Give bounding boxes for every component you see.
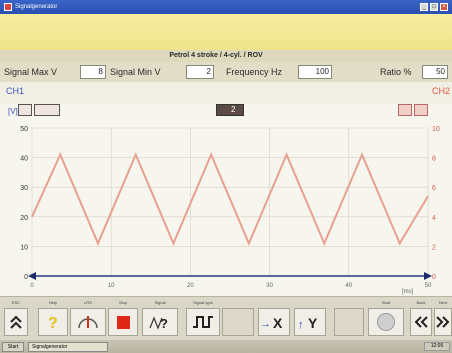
left-marker-icon[interactable] — [28, 272, 36, 280]
system-tray-clock: 12:05 — [424, 342, 450, 351]
x-tick-label: 50 — [425, 283, 432, 289]
signal-button[interactable]: Signal ? — [142, 300, 178, 336]
ch1-label: CH1 — [6, 86, 25, 96]
trigger-label: 2 — [231, 105, 236, 114]
ratio-label: Ratio % — [380, 67, 412, 77]
y-right-tick-label: 2 — [432, 244, 436, 251]
x-cursor-button[interactable]: → X — [258, 308, 290, 336]
signal-min-label: Signal Min V — [110, 67, 161, 77]
question-mark-icon: ? — [48, 315, 58, 331]
y-left-tick-label: 10 — [20, 244, 28, 251]
y-left-tick-label: 40 — [20, 156, 28, 163]
y-right-tick-label: 8 — [432, 156, 436, 163]
signal-caption: Signal — [154, 300, 166, 305]
arrow-x-icon: → X — [260, 315, 283, 331]
signal-max-input[interactable]: 8 — [80, 65, 106, 79]
empty-button-2[interactable] — [334, 308, 364, 336]
svg-text:Y: Y — [308, 315, 318, 331]
start-button[interactable]: Start — [368, 300, 404, 336]
double-left-chevron-icon — [414, 316, 428, 328]
x-unit: [ms] — [402, 289, 414, 295]
empty-button-1[interactable] — [222, 308, 254, 336]
y-left-tick-label: 20 — [20, 215, 28, 222]
channel-header: CH1 CH2 — [0, 82, 452, 104]
y-cursor-button[interactable]: ↑ Y — [294, 308, 326, 336]
y-right-tick-label: 6 — [432, 185, 436, 192]
signal-type-caption: Signal type — [193, 300, 213, 305]
ratio-input[interactable]: 50 — [422, 65, 448, 79]
esc-button[interactable]: ESC — [4, 300, 28, 336]
ch2-scale-button[interactable] — [398, 104, 412, 116]
svg-text:?: ? — [160, 316, 168, 331]
square-wave-icon — [193, 316, 213, 328]
esc-caption: ESC — [11, 300, 21, 305]
signal-help-icon: ? — [149, 316, 168, 331]
svg-text:X: X — [273, 315, 283, 331]
signal-type-button[interactable]: Signal type — [186, 300, 220, 336]
x-tick-label: 20 — [187, 283, 194, 289]
y-right-tick-label: 10 — [432, 126, 440, 133]
y-right-tick-label: 4 — [432, 215, 436, 222]
svg-text:→: → — [260, 318, 271, 330]
frequency-label: Frequency Hz — [226, 67, 283, 77]
os-taskbar: Start Signalgenerator 12:05 — [0, 340, 452, 353]
gauge-icon — [78, 316, 98, 329]
title-bar: Signalgenerator _ □ × — [0, 0, 452, 14]
signal-min-input[interactable]: 2 — [186, 65, 214, 79]
vehicle-info: Petrol 4 stroke / 4-cyl. / ROV — [0, 50, 452, 62]
parameter-bar: Signal Max V 8 Signal Min V 2 Frequency … — [0, 62, 452, 82]
lrs-caption: LRS — [84, 300, 92, 305]
bottom-toolbar: ESC Help ? LRS Stop Signal ? Signal type… — [0, 296, 452, 340]
svg-text:?: ? — [48, 315, 58, 331]
header-band — [0, 14, 452, 50]
stop-button[interactable]: Stop — [108, 300, 138, 336]
stop-caption: Stop — [118, 300, 128, 305]
back-button[interactable]: Back — [410, 300, 432, 336]
frequency-input[interactable]: 100 — [298, 65, 332, 79]
grid — [31, 127, 429, 277]
back-caption: Back — [416, 300, 426, 305]
trigger-button[interactable]: 2 — [216, 104, 244, 116]
arrow-y-icon: ↑ Y — [298, 315, 318, 331]
x-tick-label: 0 — [30, 283, 34, 289]
x-tick-label: 40 — [345, 283, 352, 289]
task-item-signalgenerator[interactable]: Signalgenerator — [28, 341, 108, 352]
minimize-button[interactable]: _ — [420, 3, 428, 11]
app-icon — [4, 3, 12, 11]
y-left-tick-label: 0 — [24, 274, 28, 281]
stop-icon — [116, 315, 130, 329]
signal-trace — [31, 152, 429, 246]
x-tick-label: 10 — [108, 283, 115, 289]
y-right-tick-label: 0 — [432, 274, 436, 281]
start-menu-button[interactable]: Start — [2, 341, 24, 352]
ch1-zoom-button[interactable] — [34, 104, 60, 116]
start-caption: Start — [381, 300, 391, 305]
oscilloscope-plot: 50 10 40 8 30 6 20 4 10 2 0 0 0 10 20 30 40 50 [V] [ms] 2 — [0, 104, 452, 296]
ch2-label: CH2 — [431, 86, 450, 96]
x-tick-label: 30 — [266, 283, 273, 289]
double-up-chevron-icon — [10, 315, 22, 329]
svg-text:↑: ↑ — [298, 319, 304, 331]
ch1-unit: [V] — [8, 107, 18, 116]
y-left-tick-label: 50 — [20, 126, 28, 133]
window-title: Signalgenerator — [15, 4, 58, 10]
right-marker-icon[interactable] — [424, 272, 432, 280]
next-caption: Next — [438, 300, 448, 305]
close-button[interactable]: × — [440, 3, 448, 11]
maximize-button[interactable]: □ — [430, 3, 438, 11]
help-button[interactable]: Help ? — [38, 300, 68, 336]
double-right-chevron-icon — [436, 316, 450, 328]
ch1-scale-button[interactable] — [18, 104, 32, 116]
help-caption: Help — [48, 300, 58, 305]
start-circle-icon — [377, 313, 395, 331]
window-controls: _ □ × — [420, 3, 448, 11]
y-left-tick-label: 30 — [20, 185, 28, 192]
lrs-button[interactable]: LRS — [70, 300, 106, 336]
ch2-zoom-button[interactable] — [414, 104, 428, 116]
signal-max-label: Signal Max V — [4, 67, 58, 77]
next-button[interactable]: Next — [434, 300, 452, 336]
